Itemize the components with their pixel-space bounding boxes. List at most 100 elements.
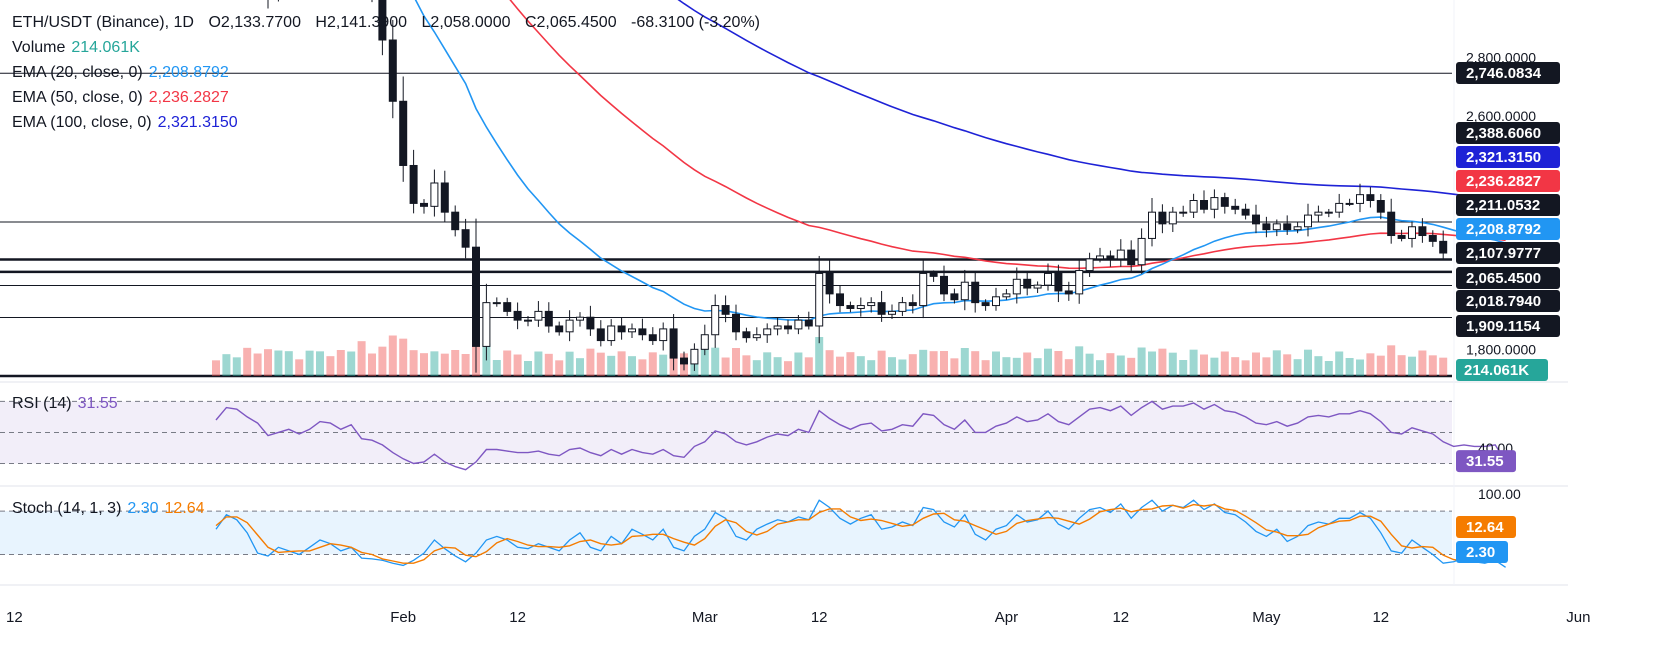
candle-body	[420, 202, 428, 207]
volume-bar	[940, 351, 948, 376]
volume-bar	[409, 350, 418, 376]
volume-bar	[711, 347, 720, 376]
candle-body	[1189, 200, 1198, 213]
stoch-k-value: 2.30	[127, 500, 159, 517]
stoch-d-value: 12.64	[164, 500, 205, 517]
candle-body	[981, 302, 990, 307]
volume-bar	[732, 348, 740, 376]
candle-body	[1085, 258, 1094, 272]
price-tag-bg	[1456, 62, 1560, 84]
volume-bar	[1075, 346, 1084, 376]
candle-body	[960, 281, 969, 301]
volume-bar	[1387, 345, 1396, 376]
volume-bar	[1116, 355, 1125, 376]
price-tag-text: 2,065.4500	[1466, 270, 1541, 287]
legend-ema50[interactable]: EMA (50, close, 0) 2,236.2827	[12, 85, 760, 110]
volume-bar	[1044, 348, 1052, 376]
price-tick-label: 1,800.0000	[1466, 341, 1536, 357]
volume-bar	[752, 360, 761, 376]
volume-bar	[1106, 353, 1115, 376]
volume-bar	[1137, 347, 1146, 376]
price-tag-bg	[1456, 146, 1560, 168]
volume-bar	[1345, 358, 1354, 376]
candle-body	[1096, 255, 1104, 260]
candle-body	[669, 328, 678, 359]
stoch-d-line	[215, 503, 1506, 564]
volume-bar	[1262, 357, 1271, 376]
candle-body	[846, 305, 855, 309]
price-tag: 2,065.4500	[1456, 267, 1560, 289]
change-value: -68.3100 (-3.20%)	[631, 14, 761, 31]
volume-bar	[1304, 349, 1312, 376]
candle-body	[856, 305, 865, 309]
candle-body	[1376, 200, 1385, 213]
volume-bar	[1272, 350, 1281, 376]
candle-body	[1272, 223, 1281, 231]
volume-bar	[378, 346, 387, 376]
volume-bar	[1064, 359, 1073, 376]
candle-body	[388, 39, 397, 102]
candle-body	[1075, 270, 1084, 295]
price-tag: 2,208.8792	[1456, 218, 1560, 240]
candle-body	[971, 281, 980, 304]
ema20-label: EMA (20, close, 0)	[12, 64, 143, 81]
price-tag-bg	[1456, 267, 1560, 289]
volume-bar	[1408, 356, 1416, 376]
volume-bar	[586, 348, 595, 376]
rsi-legend[interactable]: RSI (14) 31.55	[12, 395, 118, 413]
volume-bar	[1428, 355, 1437, 376]
volume-bar	[388, 335, 397, 376]
stoch-legend[interactable]: Stoch (14, 1, 3) 2.30 12.64	[12, 500, 205, 518]
volume-bar	[316, 351, 324, 376]
candle-body	[992, 296, 1000, 307]
candle-body	[940, 275, 948, 295]
candle-body	[867, 302, 876, 307]
volume-bar	[638, 359, 647, 376]
volume-bar	[1200, 354, 1208, 376]
volume-bar	[971, 351, 980, 376]
price-tag: 2,107.9777	[1456, 242, 1560, 264]
stoch-d-tag-bg	[1456, 516, 1516, 538]
volume-bar	[347, 351, 356, 376]
volume-bar	[440, 353, 449, 376]
volume-bar	[929, 351, 938, 376]
candle-body	[1304, 214, 1312, 228]
volume-bar	[420, 353, 428, 376]
price-tag-bg	[1456, 290, 1560, 312]
rsi-label: RSI (14)	[12, 395, 72, 412]
symbol-title[interactable]: ETH/USDT (Binance), 1D	[12, 14, 194, 31]
candle-body	[815, 272, 824, 327]
volume-bar	[628, 356, 636, 376]
candle-body	[596, 328, 605, 342]
volume-bar	[305, 350, 314, 376]
volume-bar	[700, 347, 709, 376]
legend-ema20[interactable]: EMA (20, close, 0) 2,208.8792	[12, 60, 760, 85]
volume-bar	[1168, 352, 1177, 376]
legend-ema100[interactable]: EMA (100, close, 0) 2,321.3150	[12, 110, 760, 135]
legend-volume[interactable]: Volume 214.061K	[12, 35, 760, 60]
volume-bar	[461, 354, 470, 376]
stoch-d-tag: 12.64	[1456, 516, 1516, 538]
candle-body	[1356, 194, 1364, 204]
price-tag-bg	[1456, 170, 1560, 192]
ema50-label: EMA (50, close, 0)	[12, 89, 143, 106]
price-tag-text: 2,018.7940	[1466, 293, 1541, 310]
high-value: H2,141.3900	[315, 14, 408, 31]
rsi-value: 31.55	[77, 395, 118, 412]
volume-bar	[212, 360, 220, 376]
volume-bar	[648, 352, 657, 376]
price-tag: 1,909.1154	[1456, 315, 1560, 337]
volume-bar	[274, 350, 283, 376]
volume-bar	[253, 353, 262, 376]
stoch-pane	[0, 499, 1506, 568]
time-tick-label: 12	[1112, 609, 1129, 626]
candle-body	[1106, 255, 1115, 260]
volume-bar	[784, 361, 792, 376]
candle-body	[555, 325, 564, 333]
candle-body	[565, 319, 574, 333]
price-tag-bg	[1456, 122, 1560, 144]
candle-body	[503, 302, 512, 312]
candle-body	[1054, 272, 1063, 292]
price-tag-text: 2,208.8792	[1466, 221, 1541, 238]
